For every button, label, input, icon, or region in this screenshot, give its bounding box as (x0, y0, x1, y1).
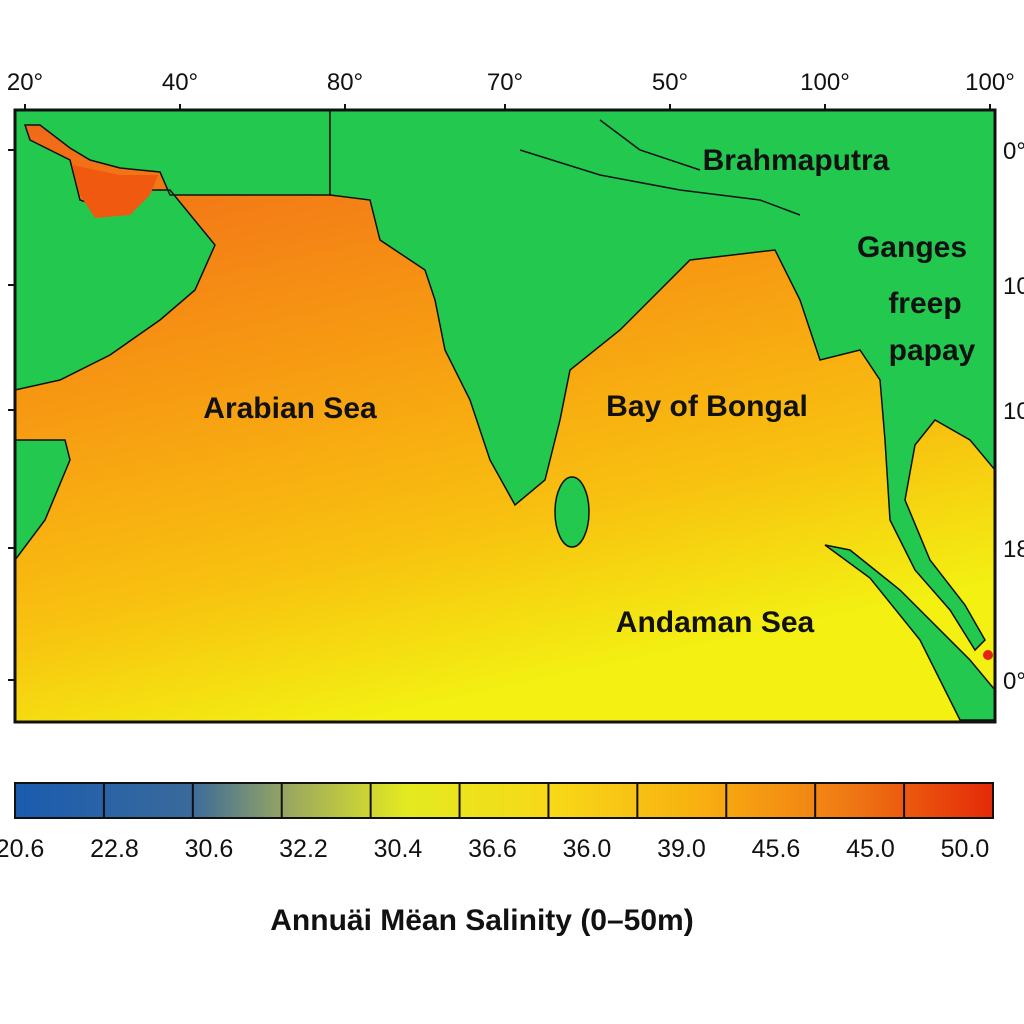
right-axis-label: 10° (1003, 273, 1024, 300)
sri-lanka (554, 476, 590, 548)
place-label: papay (889, 334, 976, 367)
colorbar-tick-label: 36.0 (563, 835, 612, 863)
arabia-iran (15, 110, 331, 391)
top-axis-label: 100° (965, 69, 1015, 96)
labels: 20° 40° 80° 70° 50° 100° 100° 0° 10° 10° 18° 0° Arab… (7, 69, 1024, 695)
top-axis-label: 100° (800, 69, 850, 96)
top-axis-label: 70° (487, 69, 523, 96)
place-label: Bay of Bongal (606, 390, 808, 423)
colorbar-tick-label: 39.0 (657, 835, 706, 863)
top-axis-label: 40° (162, 69, 198, 96)
map-area (15, 110, 995, 722)
sumatra (824, 544, 995, 721)
border (599, 119, 701, 171)
colorbar-tick-label: 30.6 (185, 835, 234, 863)
colorbar-tick-label: 45.0 (846, 835, 895, 863)
right-axis-label: 10° (1003, 398, 1024, 425)
colorbar-tick-label: 20.6 (0, 835, 44, 863)
place-label: Brahmaputra (703, 144, 890, 177)
colorbar-tick-label: 22.8 (90, 835, 139, 863)
colorbar-tick-label: 50.0 (941, 835, 990, 863)
border (519, 149, 801, 216)
right-axis-label: 0° (1003, 668, 1024, 695)
colorbar (14, 782, 994, 819)
somalia (15, 439, 71, 562)
place-label: freep (888, 287, 961, 320)
place-label: Ganges (857, 231, 967, 264)
right-axis-label: 18° (1003, 536, 1024, 563)
top-axis-label: 50° (652, 69, 688, 96)
place-label: Andaman Sea (616, 606, 815, 639)
colorbar-tick-label: 36.6 (468, 835, 517, 863)
top-axis-label: 20° (7, 69, 43, 96)
colorbar-tick-label: 32.2 (279, 835, 328, 863)
hotspot (983, 650, 993, 660)
place-label: Arabian Sea (203, 392, 377, 425)
colorbar-title: Annuäi Mëan Salinity (0–50m) (270, 904, 693, 937)
colorbar-tick-label: 45.6 (752, 835, 801, 863)
right-axis-label: 0° (1003, 138, 1024, 165)
top-axis-label: 80° (327, 69, 363, 96)
persian-gulf (72, 165, 158, 218)
south-asia (329, 110, 995, 652)
colorbar-tick-label: 30.4 (374, 835, 423, 863)
